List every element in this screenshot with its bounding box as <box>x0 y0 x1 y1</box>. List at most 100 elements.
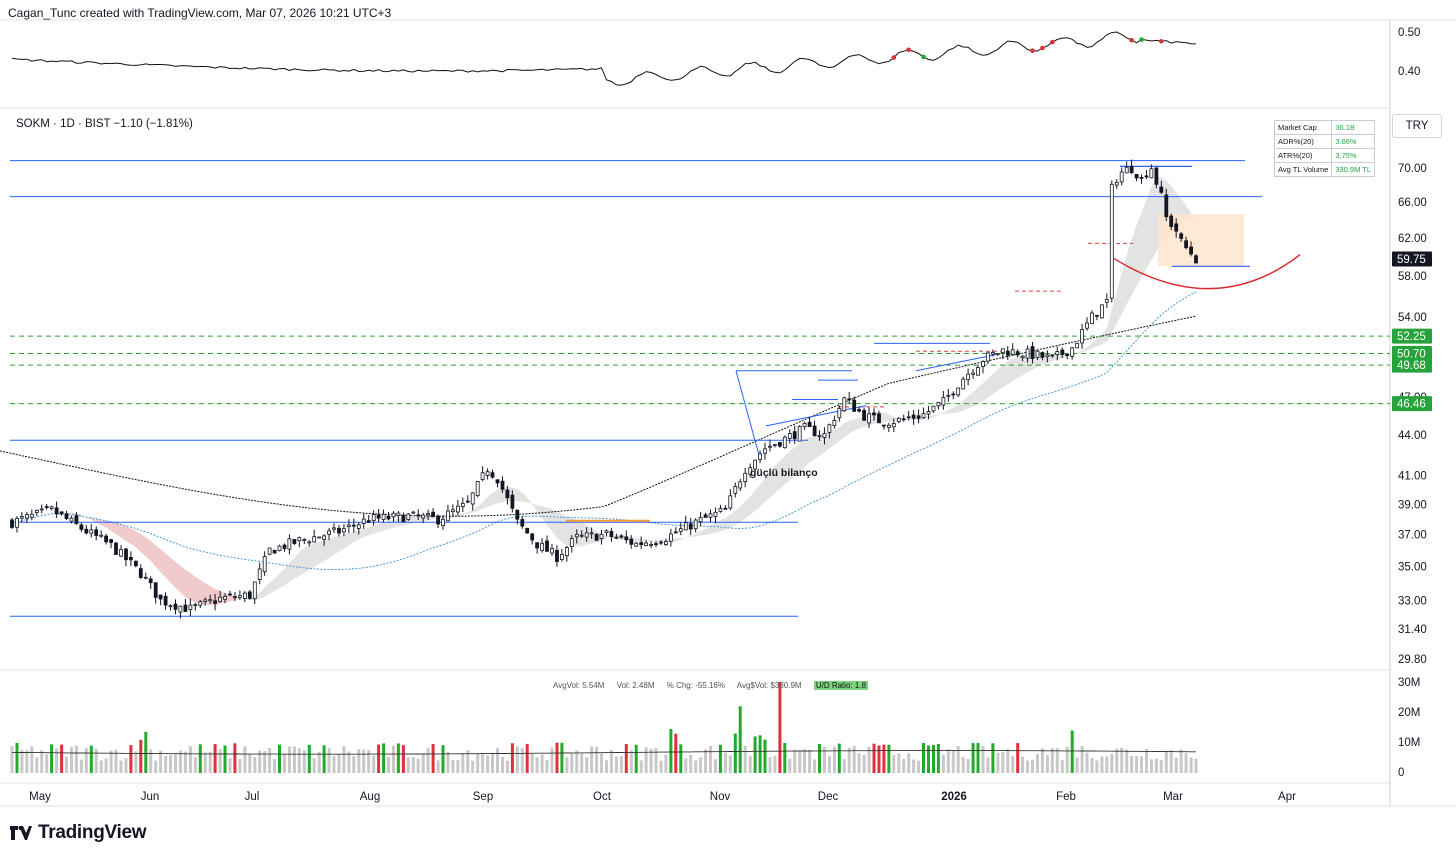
candle-body <box>465 500 470 503</box>
volume-bar <box>609 750 613 773</box>
currency-button[interactable]: TRY <box>1392 114 1442 138</box>
volume-bar <box>352 755 356 773</box>
candle-body <box>1119 171 1124 183</box>
volume-bar <box>877 745 881 773</box>
candle-body <box>1005 350 1010 356</box>
volume-bar <box>847 747 851 773</box>
candle-body <box>198 601 203 606</box>
volume-bar <box>501 756 504 773</box>
ma-cloud <box>12 176 1196 605</box>
vol: Vol: 2.48M <box>616 681 655 690</box>
candle-body <box>54 507 59 515</box>
candle-body <box>926 411 931 415</box>
volume-bar <box>401 745 405 773</box>
candle-body <box>1149 168 1154 179</box>
volume-bar <box>1169 750 1173 773</box>
volume-bar <box>981 746 985 773</box>
candle-body <box>847 398 852 401</box>
candle-body <box>659 541 663 544</box>
volume-bar <box>302 750 306 773</box>
volume-bar <box>55 748 59 773</box>
volume-bar <box>411 756 415 773</box>
volume-bar <box>362 749 366 773</box>
volume-bar <box>1016 743 1020 773</box>
time-tick-label: Jul <box>245 791 260 803</box>
candle-body <box>84 528 89 534</box>
candle-body <box>986 352 990 362</box>
price-badge-label: 52.25 <box>1397 331 1426 343</box>
candle-body <box>708 513 713 518</box>
volume-bar <box>580 753 584 773</box>
tradingview-logo[interactable]: TradingView <box>10 822 147 844</box>
indicator-line <box>11 31 1197 86</box>
signal-dot <box>921 54 926 60</box>
time-tick-label: Aug <box>360 791 380 803</box>
candle-body <box>1154 167 1159 185</box>
volume-bar <box>104 758 108 773</box>
stats-value: 3.66% <box>1331 134 1376 149</box>
candle-body <box>1060 349 1065 355</box>
candle-body <box>1010 349 1015 356</box>
volume-bar <box>178 750 182 773</box>
candle-body <box>1040 352 1045 358</box>
candle-body <box>1134 173 1139 179</box>
candle-body <box>693 519 698 530</box>
candle-body <box>460 502 465 507</box>
volume-bar <box>253 757 257 773</box>
candle-body <box>356 524 361 529</box>
ma-200-line <box>0 315 1197 517</box>
candle-body <box>1114 181 1119 186</box>
volume-bar <box>436 760 440 773</box>
volume-bar <box>193 757 197 773</box>
volume-bar <box>1080 746 1084 773</box>
candle-body <box>738 481 743 489</box>
candle-body <box>619 535 624 538</box>
candle-body <box>257 568 262 581</box>
candle-body <box>79 524 84 530</box>
candle-body <box>891 422 896 428</box>
symbol-legend[interactable]: SOKM · 1D · BIST −1.10 (−1.81%) <box>16 118 193 130</box>
volume-bar <box>307 744 311 773</box>
signal-dot <box>1050 39 1055 45</box>
volume-bar <box>996 752 1000 773</box>
volume-bar <box>79 759 83 773</box>
candle-body <box>1050 354 1055 357</box>
volume-bar <box>823 746 826 773</box>
candle-body <box>158 594 163 600</box>
volume-bar <box>694 760 698 773</box>
stats-row: ATR%(20) 3.75% <box>1273 148 1376 163</box>
price-badge-label: 50.70 <box>1397 348 1426 360</box>
volume-bar <box>1135 756 1139 773</box>
volume-bar <box>907 753 911 773</box>
indicator-tick-label: 0.50 <box>1398 27 1420 39</box>
price-tick-label: 62.00 <box>1398 233 1427 245</box>
chart-credit: Cagan_Tunc created with TradingView.com,… <box>8 6 392 20</box>
volume-bar <box>550 747 554 773</box>
candle-body <box>1129 165 1134 174</box>
price-badge <box>1392 328 1432 344</box>
candle-body <box>852 399 857 412</box>
volume-bar <box>441 745 445 773</box>
candle-body <box>218 596 223 602</box>
candle-body <box>287 538 292 550</box>
volume-bar <box>1026 760 1030 773</box>
candle-body <box>827 424 832 433</box>
price-badge-label: 49.68 <box>1397 360 1426 372</box>
candle-body <box>579 534 584 537</box>
candle-body <box>1070 347 1075 357</box>
volume-bar <box>426 748 430 773</box>
volume-bar <box>382 743 386 773</box>
time-tick-label: 2026 <box>941 791 967 803</box>
volume-bar <box>634 744 638 773</box>
volume-bar <box>50 744 54 773</box>
candle-body <box>822 433 827 438</box>
volume-bar <box>798 750 802 773</box>
candle-body <box>614 536 619 539</box>
candle-body <box>763 448 767 454</box>
volume-bar <box>991 743 995 773</box>
candle-body <box>480 472 485 480</box>
volume-bar <box>1140 756 1143 773</box>
candle-body <box>1075 342 1079 349</box>
volume-bar <box>654 747 658 773</box>
